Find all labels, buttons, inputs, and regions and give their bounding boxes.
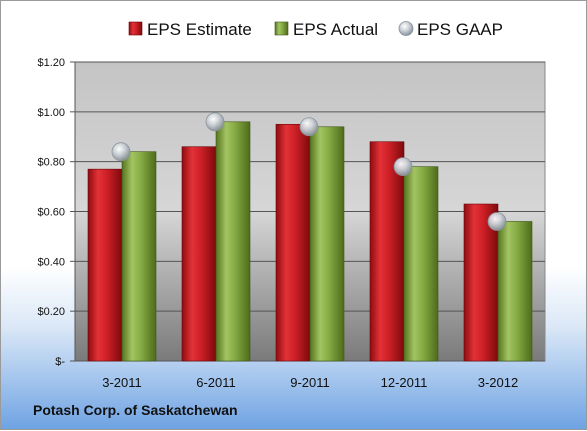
- y-tick-label: $-: [55, 356, 65, 368]
- x-tick-label: 6-2011: [196, 375, 236, 390]
- eps-actual-bar: [309, 126, 345, 362]
- eps-actual-bar: [121, 151, 157, 362]
- legend-label: EPS GAAP: [417, 20, 503, 39]
- eps-actual-bar: [403, 166, 439, 362]
- y-tick-label: $0.60: [37, 207, 65, 219]
- eps-estimate-bar: [87, 168, 123, 362]
- legend-swatch: [274, 21, 289, 36]
- legend-swatch: [398, 21, 414, 36]
- eps-actual-bar: [497, 221, 533, 362]
- y-tick-label: $0.20: [37, 306, 65, 318]
- x-tick-label: 12-2011: [381, 375, 428, 390]
- eps-estimate-bar: [463, 203, 499, 362]
- eps-gaap-marker: [393, 157, 413, 177]
- x-tick-label: 9-2011: [290, 375, 330, 390]
- eps-gaap-marker: [299, 117, 319, 137]
- y-tick-label: $1.00: [37, 107, 65, 119]
- eps-gaap-marker: [111, 142, 131, 162]
- legend-label: EPS Estimate: [147, 20, 252, 39]
- y-tick-label: $0.40: [37, 256, 65, 268]
- legend-label: EPS Actual: [293, 20, 378, 39]
- x-tick-label: 3-2012: [478, 375, 518, 390]
- company-name: Potash Corp. of Saskatchewan: [33, 402, 238, 418]
- eps-estimate-bar: [275, 123, 311, 362]
- eps-gaap-marker: [487, 212, 507, 231]
- x-tick-label: 3-2011: [102, 375, 142, 390]
- eps-actual-bar: [215, 121, 251, 362]
- eps-estimate-bar: [181, 146, 217, 362]
- y-tick-label: $1.20: [37, 57, 65, 69]
- eps-gaap-marker: [205, 112, 225, 132]
- legend-swatch: [128, 21, 143, 36]
- y-tick-label: $0.80: [37, 157, 65, 169]
